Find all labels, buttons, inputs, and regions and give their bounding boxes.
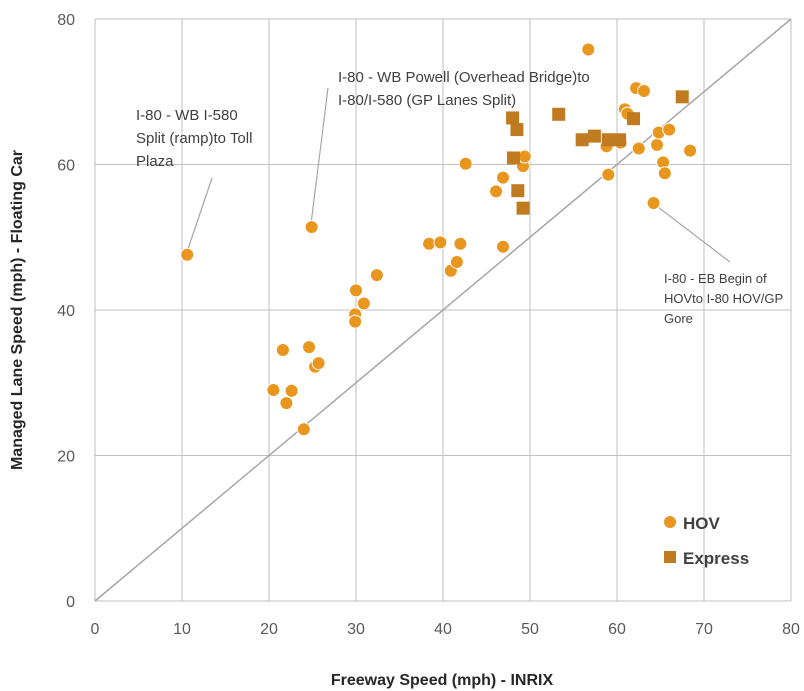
hov-point	[657, 166, 672, 181]
annotation-leader-lines	[186, 87, 731, 263]
annotation-1-line-1: I-80 - WB I-580	[136, 107, 238, 124]
annotation-2-line-2: I-80/I-580 (GP Lanes Split)	[338, 92, 516, 109]
express-point	[675, 90, 689, 104]
x-tick-label-30: 30	[347, 621, 365, 638]
hov-point	[275, 343, 290, 358]
express-point	[627, 112, 641, 126]
express-point	[506, 151, 520, 165]
express-point	[601, 133, 615, 147]
hov-point	[489, 184, 504, 199]
legend-hov-label: HOV	[683, 514, 721, 533]
x-tick-label-70: 70	[695, 621, 713, 638]
y-tick-label-40: 40	[57, 303, 75, 320]
express-point	[552, 107, 566, 121]
hov-point	[517, 149, 532, 164]
x-tick-label-60: 60	[608, 621, 626, 638]
hov-point	[581, 42, 596, 57]
annotation-3-line-3: Gore	[664, 311, 693, 326]
annotation-3-line-1: I-80 - EB Begin of	[664, 271, 767, 286]
hov-point	[496, 170, 511, 185]
hov-point	[284, 383, 299, 398]
annotation-1: I-80 - WB I-580 Split (ramp)to Toll Plaz…	[136, 107, 252, 170]
hov-point	[631, 141, 646, 156]
x-tick-label-0: 0	[91, 621, 100, 638]
express-point	[506, 111, 520, 125]
hov-point	[369, 268, 384, 283]
annotation-2-line-1: I-80 - WB Powell (Overhead Bridge)to	[338, 69, 590, 86]
legend: HOV Express	[663, 514, 749, 568]
hov-point	[304, 220, 319, 235]
x-tick-label-40: 40	[434, 621, 452, 638]
hov-point	[433, 235, 448, 250]
x-tick-label-80: 80	[782, 621, 800, 638]
hov-point	[646, 196, 661, 211]
hov-point	[650, 137, 665, 152]
x-tick-label-20: 20	[260, 621, 278, 638]
legend-express-marker	[664, 551, 676, 563]
annotation-2: I-80 - WB Powell (Overhead Bridge)to I-8…	[338, 69, 590, 109]
y-tick-label-20: 20	[57, 449, 75, 466]
hov-point	[601, 167, 616, 182]
reference-line	[94, 18, 792, 602]
express-point	[510, 123, 524, 137]
hov-point	[296, 422, 311, 437]
y-tick-labels: 0 20 40 60 80	[57, 12, 75, 611]
express-point	[587, 129, 601, 143]
y-tick-label-0: 0	[66, 594, 75, 611]
annotation-leader-2	[310, 87, 329, 225]
x-tick-labels: 0 10 20 30 40 50 60 70 80	[91, 621, 800, 638]
annotation-1-line-3: Plaza	[136, 153, 174, 170]
x-axis-title: Freeway Speed (mph) - INRIX	[331, 672, 554, 689]
y-axis-title: Managed Lane Speed (mph) - Floating Car	[9, 150, 26, 470]
hov-point	[662, 122, 677, 137]
express-point	[516, 201, 530, 215]
express-point	[613, 133, 627, 147]
express-points	[506, 90, 689, 215]
hov-point	[180, 247, 195, 262]
hov-point	[311, 356, 326, 371]
hov-point	[266, 383, 281, 398]
hov-point	[279, 396, 294, 411]
hov-point	[496, 239, 511, 254]
hov-point	[356, 296, 371, 311]
hov-point	[636, 84, 651, 99]
hov-point	[458, 156, 473, 171]
hov-point	[349, 283, 363, 298]
annotation-1-line-2: Split (ramp)to Toll	[136, 130, 252, 147]
express-point	[575, 133, 589, 147]
hov-point	[302, 340, 317, 355]
express-point	[511, 184, 525, 198]
legend-express-label: Express	[683, 549, 749, 568]
annotation-3: I-80 - EB Begin of HOVto I-80 HOV/GP Gor…	[664, 271, 783, 326]
y-tick-label-60: 60	[57, 158, 75, 175]
annotation-3-line-2: HOVto I-80 HOV/GP	[664, 291, 783, 306]
hov-point	[453, 236, 468, 251]
annotation-leader-1	[186, 177, 213, 253]
hov-point	[683, 143, 698, 158]
x-tick-label-50: 50	[521, 621, 539, 638]
hov-point	[449, 254, 464, 269]
annotation-leader-3	[653, 203, 731, 263]
hov-point	[348, 314, 363, 329]
y-tick-label-80: 80	[57, 12, 75, 29]
x-tick-label-10: 10	[173, 621, 191, 638]
legend-hov-marker	[663, 515, 677, 529]
